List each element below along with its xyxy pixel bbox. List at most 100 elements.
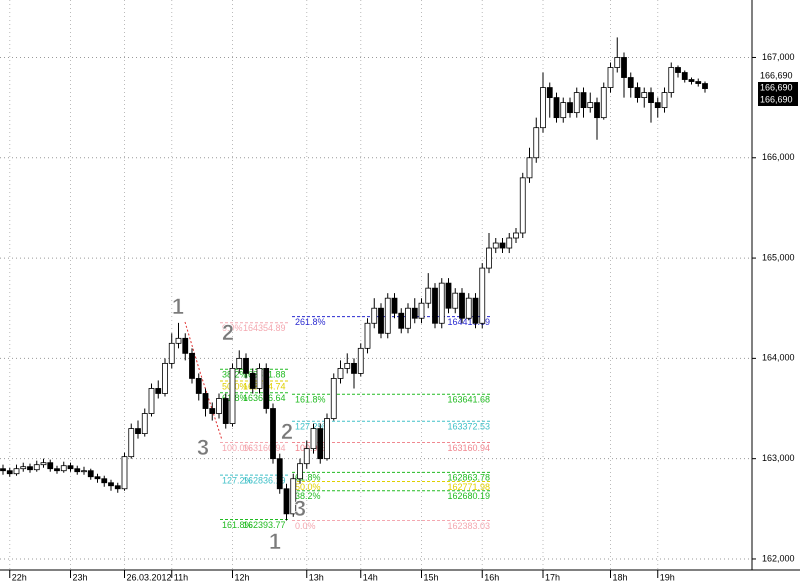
candle-body: [155, 388, 162, 394]
wave-label: 2: [222, 320, 234, 345]
candle-body: [418, 302, 425, 319]
candle-body: [587, 102, 594, 109]
candle-body: [634, 87, 641, 98]
candle-body: [189, 352, 195, 379]
candle-body: [182, 337, 189, 354]
candle-body: [20, 466, 27, 470]
candle-body: [425, 287, 432, 304]
candle-body: [60, 465, 67, 472]
y-tick-label: 167,000: [762, 52, 795, 62]
fib-price: 163160.94: [243, 443, 286, 453]
candle-body: [128, 428, 135, 458]
candle-body: [479, 267, 486, 324]
fib-percent: 100.0%: [295, 443, 326, 453]
candle-body: [465, 297, 472, 319]
candle-body: [344, 362, 351, 369]
candle-body: [47, 462, 54, 470]
candle-body: [398, 312, 405, 329]
x-tick-label: 14h: [363, 572, 378, 582]
candle-body: [627, 77, 634, 88]
candle-body: [324, 418, 330, 460]
candle-body: [681, 72, 688, 80]
wave-label: 3: [294, 496, 306, 521]
candle-body: [243, 357, 249, 374]
candle-body: [276, 458, 283, 490]
candle-body: [121, 456, 128, 490]
candle-body: [40, 462, 47, 466]
x-tick-label: 15h: [424, 572, 439, 582]
candle-body: [384, 297, 391, 334]
fib-percent: 127.2%: [222, 475, 253, 485]
candle-body: [263, 367, 270, 409]
x-tick-label: 13h: [309, 572, 324, 582]
candle-body: [513, 232, 519, 239]
fib-percent: 50.0%: [295, 482, 321, 492]
fib-price: 162771.98: [447, 482, 490, 492]
candle-body: [654, 102, 661, 109]
candle-body: [81, 470, 87, 473]
fib-price: 164416.69: [447, 317, 490, 327]
candle-body: [236, 357, 243, 369]
candle-body: [452, 292, 459, 309]
x-tick-label: 12h: [235, 572, 250, 582]
candle-body: [600, 87, 607, 119]
candle-body: [249, 373, 256, 389]
candle-body: [6, 470, 13, 475]
fib-price: 162863.78: [447, 473, 490, 483]
wave-label: 1: [172, 294, 184, 319]
candle-body: [216, 398, 222, 414]
x-tick-label: 11h: [174, 572, 188, 582]
candle-body: [330, 378, 337, 419]
candle-body: [641, 92, 648, 98]
x-tick-label: 23h: [73, 572, 88, 582]
candle-body: [675, 67, 681, 73]
candle-body: [33, 464, 40, 471]
candle-body: [270, 408, 276, 460]
candle-body: [567, 102, 573, 114]
x-tick-label: 16h: [484, 572, 499, 582]
candle-body: [688, 79, 695, 82]
candle-body: [607, 67, 614, 88]
fib-price: 164354.89: [243, 323, 286, 333]
candle-body: [661, 92, 668, 109]
fib-percent: 127.2%: [295, 422, 326, 432]
fib-percent: 0.0%: [222, 323, 243, 333]
candle-body: [560, 102, 567, 119]
candle-body: [141, 413, 148, 434]
fib-percent: 161.8%: [295, 395, 326, 405]
fib-price: 162383.03: [447, 521, 490, 531]
candle-body: [27, 466, 33, 471]
wave-label: 1: [269, 529, 281, 554]
x-tick-label: 18h: [613, 572, 628, 582]
candle-body: [222, 398, 229, 424]
candle-body: [94, 476, 101, 480]
candle-body: [283, 488, 290, 515]
fib-percent: 0.0%: [295, 521, 316, 531]
candle-body: [378, 307, 384, 334]
y-tick-label: 163,000: [762, 453, 795, 463]
price-box: [758, 82, 798, 94]
candle-body: [411, 307, 418, 319]
candle-body: [621, 57, 627, 78]
candle-body: [486, 247, 492, 269]
candle-body: [540, 87, 546, 129]
fib-price: 163641.68: [447, 395, 490, 405]
fib-price: 163372.53: [447, 422, 490, 432]
fib-price: 162680.19: [447, 491, 490, 501]
y-tick-label: 165,000: [762, 252, 795, 262]
candle-body: [391, 297, 398, 314]
x-tick-label: 22h: [12, 572, 27, 582]
fib-price: 162836.19: [243, 475, 286, 485]
last-price-label: 166,690: [760, 94, 793, 104]
candle-body: [472, 297, 479, 324]
candle-body: [499, 242, 506, 249]
y-tick-label: 166,000: [762, 152, 795, 162]
candle-body: [526, 157, 533, 179]
fib-percent: 61.8%: [295, 473, 321, 483]
fib-percent: 38.2%: [295, 491, 321, 501]
candle-body: [533, 127, 540, 159]
candle-body: [594, 102, 600, 119]
y-tick-label: 162,000: [762, 553, 795, 563]
